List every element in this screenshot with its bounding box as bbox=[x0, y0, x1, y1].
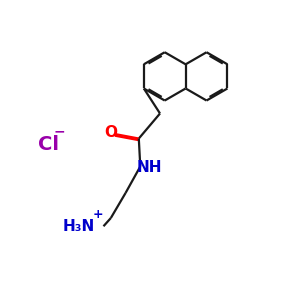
Text: NH: NH bbox=[137, 160, 163, 175]
Text: −: − bbox=[54, 125, 65, 139]
Text: O: O bbox=[104, 125, 117, 140]
Text: Cl: Cl bbox=[38, 135, 59, 154]
Text: +: + bbox=[92, 208, 103, 221]
Text: H₃N: H₃N bbox=[62, 219, 94, 234]
